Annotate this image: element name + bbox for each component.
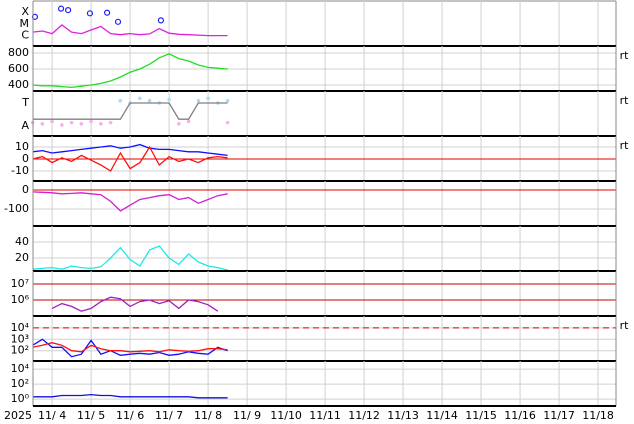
y-tick-label: 10² bbox=[11, 344, 29, 357]
data-line bbox=[32, 143, 228, 157]
y-tick-label: M bbox=[20, 17, 30, 30]
x-tick-label: 11/ 8 bbox=[194, 409, 222, 422]
y-tick-label: 10⁰ bbox=[11, 392, 30, 405]
x-tick-label: 11/ 7 bbox=[155, 409, 183, 422]
y-tick-label: -100 bbox=[4, 202, 29, 215]
x-tick-label: 11/ 5 bbox=[77, 409, 105, 422]
data-line bbox=[32, 53, 228, 89]
y-tick-label: 400 bbox=[8, 78, 29, 91]
side-label: rt bbox=[620, 319, 630, 332]
x-tick-label: 11/17 bbox=[543, 409, 575, 422]
y-tick-label: 10³ bbox=[11, 332, 29, 345]
flare-marker bbox=[31, 13, 39, 20]
side-label: rt bbox=[620, 139, 630, 152]
flare-marker bbox=[64, 7, 72, 14]
data-line bbox=[32, 24, 228, 37]
data-dot bbox=[225, 120, 230, 125]
data-dot bbox=[206, 96, 210, 101]
data-dot bbox=[89, 119, 93, 124]
y-tick-label: A bbox=[21, 119, 29, 132]
data-dot bbox=[138, 96, 142, 101]
data-dot bbox=[147, 98, 152, 103]
y-tick-label: X bbox=[21, 5, 29, 18]
x-tick-label: 11/ 9 bbox=[233, 409, 261, 422]
y-tick-label: 0 bbox=[22, 152, 29, 165]
data-dot bbox=[177, 121, 181, 126]
data-dot bbox=[167, 97, 171, 102]
x-tick-label: 11/10 bbox=[270, 409, 302, 422]
data-line bbox=[32, 191, 228, 212]
data-line bbox=[32, 245, 228, 271]
data-line bbox=[32, 342, 228, 353]
x-tick-label: 11/15 bbox=[465, 409, 497, 422]
y-tick-label: 10 bbox=[15, 140, 29, 153]
data-dot bbox=[50, 119, 54, 124]
x-tick-label: 11/18 bbox=[582, 409, 614, 422]
data-dot bbox=[69, 120, 74, 125]
data-dot bbox=[79, 121, 84, 126]
data-dot bbox=[196, 98, 201, 103]
data-dot bbox=[225, 98, 230, 103]
data-dot bbox=[40, 121, 45, 126]
y-tick-label: 20 bbox=[15, 251, 29, 264]
x-tick-label: 11/11 bbox=[309, 409, 341, 422]
data-dot bbox=[118, 98, 123, 103]
x-tick-label: 11/12 bbox=[348, 409, 380, 422]
data-line bbox=[51, 296, 219, 312]
x-tick-label: 11/ 4 bbox=[38, 409, 66, 422]
x-tick-label: 11/ 6 bbox=[116, 409, 144, 422]
data-dot bbox=[60, 123, 64, 127]
x-tick-label: 11/16 bbox=[504, 409, 536, 422]
y-tick-label: 10⁷ bbox=[11, 277, 29, 290]
flare-marker bbox=[57, 5, 65, 12]
flare-marker bbox=[103, 9, 111, 16]
y-tick-label: 10⁶ bbox=[11, 293, 30, 306]
x-tick-label: 11/13 bbox=[387, 409, 419, 422]
data-dot bbox=[99, 121, 103, 126]
y-tick-label: 10⁴ bbox=[11, 321, 30, 334]
y-tick-label: 800 bbox=[8, 46, 29, 59]
y-tick-label: 40 bbox=[15, 235, 29, 248]
data-dot bbox=[186, 119, 191, 124]
flare-marker bbox=[114, 18, 122, 25]
data-line bbox=[32, 102, 228, 120]
data-dot bbox=[108, 120, 113, 125]
y-tick-label: -10 bbox=[11, 164, 29, 177]
year-label: 2025 bbox=[4, 409, 32, 422]
y-tick-label: C bbox=[21, 29, 29, 42]
side-label: rt bbox=[620, 49, 630, 62]
y-tick-label: 10⁴ bbox=[11, 362, 30, 375]
x-tick-label: 11/14 bbox=[426, 409, 458, 422]
flare-marker bbox=[157, 17, 165, 24]
flare-marker bbox=[86, 10, 94, 17]
y-tick-label: 0 bbox=[22, 183, 29, 196]
y-tick-label: 10² bbox=[11, 377, 29, 390]
side-label: rt bbox=[620, 94, 630, 107]
data-line bbox=[32, 145, 228, 172]
y-tick-label: 600 bbox=[8, 62, 29, 75]
data-line bbox=[32, 393, 228, 399]
y-tick-label: T bbox=[21, 96, 29, 109]
data-line bbox=[32, 338, 228, 358]
